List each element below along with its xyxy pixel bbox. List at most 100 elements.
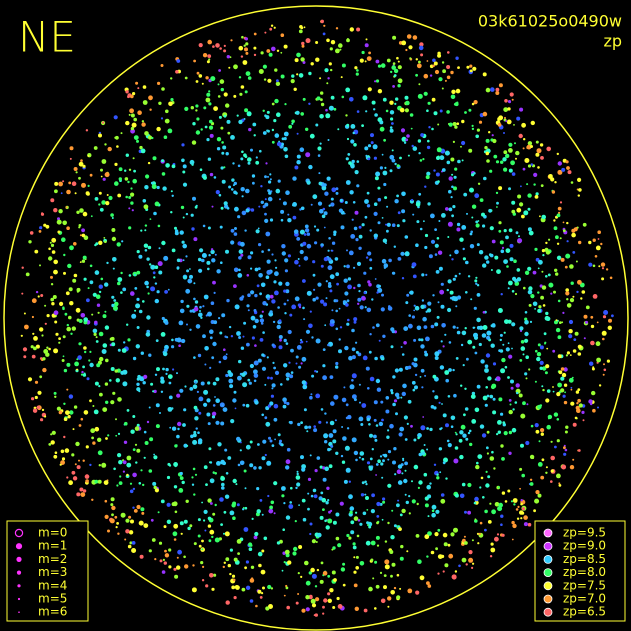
star xyxy=(364,306,367,309)
star xyxy=(166,502,171,507)
star xyxy=(214,472,217,475)
star xyxy=(250,577,254,580)
star xyxy=(440,554,445,559)
star xyxy=(575,260,578,263)
star xyxy=(577,177,582,182)
star xyxy=(114,181,119,186)
star xyxy=(511,427,517,433)
star xyxy=(239,460,245,466)
star xyxy=(189,159,195,165)
star xyxy=(406,550,409,553)
star xyxy=(276,141,282,147)
star xyxy=(133,274,136,276)
star xyxy=(162,351,168,357)
star xyxy=(119,475,122,478)
star xyxy=(575,390,580,394)
star xyxy=(418,192,422,196)
star xyxy=(471,102,475,106)
star xyxy=(105,400,109,404)
star xyxy=(440,427,443,430)
star xyxy=(352,542,356,546)
star xyxy=(130,291,135,296)
star xyxy=(442,570,445,573)
star xyxy=(58,181,63,187)
star xyxy=(494,378,497,381)
star xyxy=(270,500,275,505)
star xyxy=(438,266,443,271)
star xyxy=(407,154,410,157)
star xyxy=(378,284,381,288)
star xyxy=(236,539,242,544)
star xyxy=(268,191,272,195)
star xyxy=(112,391,116,395)
star xyxy=(442,413,447,418)
star xyxy=(206,398,211,403)
star xyxy=(168,381,172,385)
star xyxy=(290,348,294,353)
star xyxy=(183,555,186,559)
star xyxy=(198,268,203,273)
star xyxy=(447,279,452,284)
star xyxy=(527,141,533,146)
star xyxy=(514,283,518,286)
star xyxy=(537,308,542,313)
star xyxy=(148,406,151,409)
star xyxy=(176,258,181,263)
star xyxy=(366,417,371,422)
star xyxy=(207,381,211,385)
star xyxy=(405,500,409,505)
star xyxy=(298,545,303,549)
star xyxy=(80,373,84,376)
star xyxy=(433,463,437,466)
star xyxy=(112,257,117,262)
star xyxy=(217,83,220,86)
star xyxy=(133,509,138,513)
star xyxy=(380,400,384,404)
star xyxy=(602,337,605,341)
star xyxy=(371,493,375,498)
star xyxy=(141,511,145,515)
star xyxy=(315,296,319,300)
star xyxy=(179,230,184,235)
star xyxy=(214,537,220,543)
star xyxy=(343,278,348,283)
star xyxy=(223,561,226,564)
star xyxy=(400,346,403,348)
star xyxy=(451,214,454,218)
star xyxy=(464,327,467,330)
star xyxy=(519,359,523,362)
star xyxy=(339,48,342,51)
star xyxy=(381,476,384,479)
star xyxy=(135,344,140,349)
star xyxy=(282,397,287,403)
star xyxy=(428,126,431,129)
star xyxy=(511,347,513,350)
star xyxy=(218,360,222,364)
star xyxy=(548,282,554,288)
star xyxy=(526,145,530,150)
star xyxy=(521,122,526,128)
star xyxy=(419,376,422,378)
star xyxy=(285,465,290,470)
star xyxy=(390,574,393,578)
star xyxy=(299,208,302,211)
star xyxy=(527,522,532,527)
star xyxy=(508,142,513,147)
star xyxy=(374,560,378,564)
star xyxy=(63,368,68,373)
star xyxy=(308,71,312,76)
star xyxy=(455,88,461,94)
star xyxy=(383,182,387,187)
star xyxy=(552,390,555,393)
star xyxy=(201,548,204,551)
star xyxy=(320,408,324,411)
star xyxy=(135,461,138,464)
star xyxy=(130,113,135,118)
star xyxy=(553,412,559,417)
star xyxy=(501,533,505,537)
star xyxy=(232,516,236,520)
star xyxy=(550,292,553,295)
star xyxy=(364,215,368,219)
star xyxy=(223,114,227,118)
star xyxy=(301,467,306,472)
